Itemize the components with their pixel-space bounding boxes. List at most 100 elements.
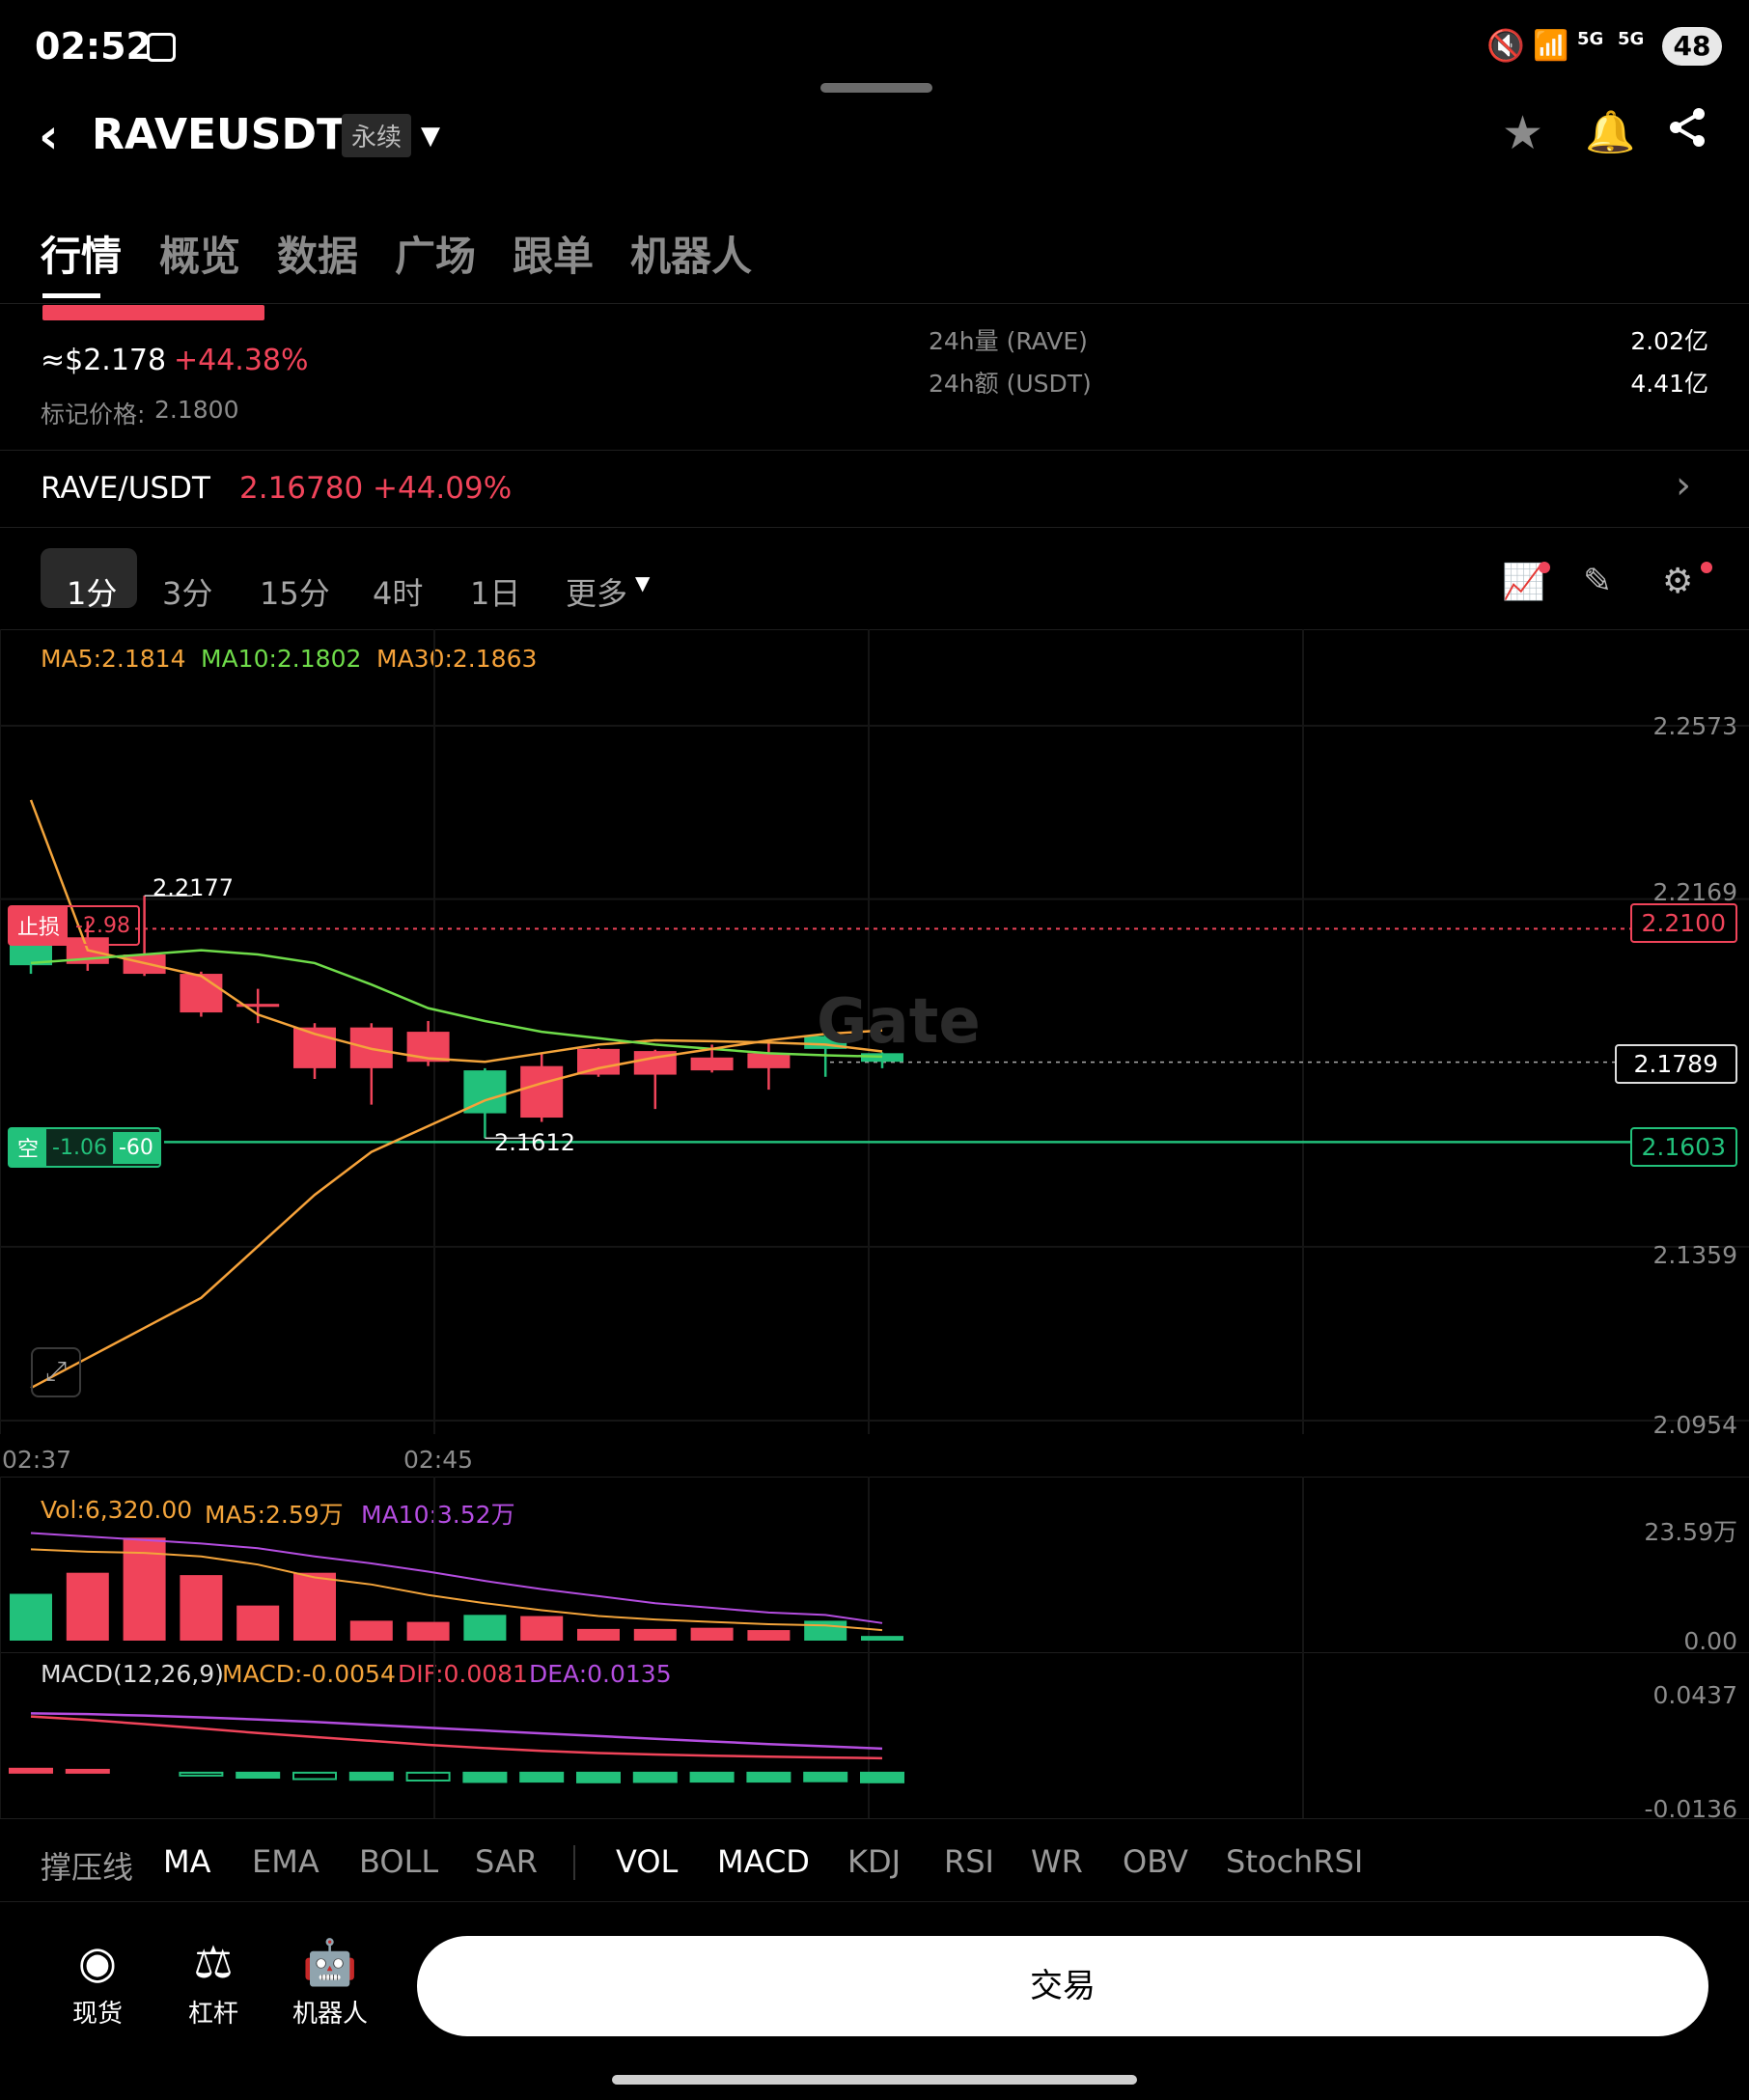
candle-body — [236, 1004, 280, 1008]
timeframe-1d[interactable]: 1日 — [470, 575, 521, 612]
volume-ma10-legend: MA10:3.52万 — [361, 1501, 515, 1529]
spot-pair: RAVE/USDT — [41, 471, 210, 506]
tab-square[interactable]: 广场 — [395, 233, 477, 280]
macd-value: MACD:-0.0054 — [222, 1660, 396, 1688]
ma10-line — [30, 949, 883, 1059]
macd-title: MACD(12,26,9) — [41, 1660, 224, 1688]
tab-copy-trade[interactable]: 跟单 — [513, 233, 595, 280]
tab-data[interactable]: 数据 — [277, 233, 359, 280]
robot-icon: 🤖 — [302, 1936, 358, 1988]
last-price-partial — [42, 305, 264, 320]
spot-icon: ◉ — [77, 1936, 118, 1988]
stop-loss-tag[interactable]: 止损 -2.98 — [8, 905, 140, 946]
volume-ma10-line — [30, 1532, 883, 1624]
timeframe-more[interactable]: 更多 — [566, 575, 628, 612]
last-price-tag: 2.1789 — [1614, 1044, 1737, 1084]
tab-active-indicator — [42, 293, 100, 298]
symbol-dropdown-icon[interactable]: ▼ — [421, 122, 440, 151]
candle-body — [577, 1048, 620, 1075]
timeframe-4h[interactable]: 4时 — [373, 575, 424, 612]
indicator-wr[interactable]: WR — [1031, 1843, 1083, 1880]
trade-button-label: 交易 — [1030, 1967, 1096, 2005]
fullscreen-expand-icon[interactable]: ⤢ — [31, 1347, 81, 1397]
indicator-rsi[interactable]: RSI — [944, 1843, 994, 1880]
timeframe-15m[interactable]: 15分 — [260, 575, 330, 612]
volume-legend: Vol:6,320.00 — [41, 1496, 193, 1524]
share-icon[interactable] — [1664, 104, 1710, 154]
volume-bar — [520, 1616, 564, 1641]
indicator-vol[interactable]: VOL — [616, 1843, 679, 1880]
back-icon[interactable]: ‹ — [39, 108, 59, 164]
indicator-sar[interactable]: SAR — [475, 1843, 539, 1880]
macd-histogram-bar — [462, 1771, 508, 1783]
nav-spot[interactable]: ◉ 现货 — [56, 1936, 139, 2030]
timeframe-1m[interactable]: 1分 — [67, 575, 118, 612]
volume-bar — [463, 1615, 507, 1641]
indicator-boll[interactable]: BOLL — [359, 1843, 439, 1880]
indicator-macd[interactable]: MACD — [717, 1843, 810, 1880]
stop-loss-label: 止损 — [10, 906, 69, 945]
ma30-line — [30, 1029, 883, 1390]
spot-pair-row[interactable]: RAVE/USDT 2.16780 +44.09% › — [0, 452, 1749, 525]
short-position-tag[interactable]: 空 -1.06 -60 — [8, 1127, 161, 1168]
volume-bar — [747, 1630, 791, 1641]
usd-price: ≈$2.178 — [41, 344, 167, 377]
price-alert-icon[interactable]: 🔔 — [1585, 108, 1636, 155]
nav-margin[interactable]: ⚖ 杠杆 — [172, 1936, 255, 2030]
indicator-support-resistance[interactable]: 撑压线 — [41, 1849, 134, 1886]
ma5-line — [29, 799, 883, 1064]
ma30-legend: MA30:2.1863 — [376, 645, 538, 673]
indicator-ema[interactable]: EMA — [252, 1843, 319, 1880]
more-dropdown-icon[interactable]: ▼ — [635, 571, 651, 594]
macd-histogram-bar — [179, 1771, 224, 1777]
indicator-stochrsi[interactable]: StochRSI — [1226, 1843, 1364, 1880]
candle-body — [690, 1057, 734, 1071]
mute-icon: 🔇 — [1486, 27, 1525, 64]
settings-gear-icon[interactable]: ⚙ — [1662, 562, 1694, 601]
timeframe-3m[interactable]: 3分 — [162, 575, 213, 612]
macd-histogram-bar — [348, 1771, 394, 1782]
tab-overview[interactable]: 概览 — [159, 233, 241, 280]
y-tick-4: 2.0954 — [1652, 1411, 1737, 1439]
favorite-star-icon[interactable]: ★ — [1502, 106, 1544, 160]
volume-bar — [633, 1628, 677, 1641]
macd-histogram-bar — [519, 1771, 565, 1783]
volume-bar — [123, 1537, 166, 1641]
short-label: 空 — [10, 1128, 47, 1167]
candle-body — [520, 1065, 564, 1119]
y-tick-3: 2.1359 — [1652, 1241, 1737, 1269]
tab-market[interactable]: 行情 — [41, 233, 123, 280]
tab-bot[interactable]: 机器人 — [630, 233, 753, 280]
settings-notice-dot — [1701, 562, 1712, 573]
macd-histogram-bar — [292, 1771, 337, 1781]
macd-dea-line — [30, 1712, 883, 1751]
indicator-icon[interactable]: 📈 — [1502, 563, 1545, 602]
network-label-2: 5G — [1618, 29, 1645, 49]
candlestick-chart[interactable] — [0, 629, 1749, 1434]
indicator-ma[interactable]: MA — [163, 1843, 211, 1880]
indicator-notice-dot — [1539, 562, 1550, 573]
trade-button[interactable]: 交易 — [417, 1936, 1708, 2036]
macd-chart — [0, 1652, 1304, 1818]
macd-histogram-bar — [689, 1771, 735, 1783]
mark-price-label: 标记价格: — [41, 401, 146, 428]
mark-price-value: 2.1800 — [154, 396, 239, 424]
volume-bar — [690, 1627, 734, 1641]
gate-watermark: Gate — [817, 986, 981, 1058]
nav-spot-label: 现货 — [71, 2000, 123, 2029]
spot-change: +44.09% — [373, 471, 513, 506]
symbol-title[interactable]: RAVEUSDT — [92, 110, 347, 159]
draw-icon[interactable]: ✎ — [1583, 562, 1613, 601]
volume-bar — [804, 1620, 847, 1641]
macd-histogram-bar — [860, 1771, 904, 1783]
macd-tick-max: 0.0437 — [1652, 1681, 1737, 1709]
indicator-kdj[interactable]: KDJ — [847, 1843, 902, 1880]
volume-chart — [0, 1477, 1304, 1654]
drag-handle[interactable] — [820, 83, 932, 93]
amount-24h-label: 24h额 (USDT) — [929, 370, 1092, 398]
candle-body — [180, 974, 223, 1013]
y-tick-1: 2.2573 — [1652, 712, 1737, 740]
indicator-obv[interactable]: OBV — [1123, 1843, 1189, 1880]
nav-bot[interactable]: 🤖 机器人 — [282, 1936, 378, 2030]
wifi-icon: 📶 — [1533, 29, 1569, 63]
